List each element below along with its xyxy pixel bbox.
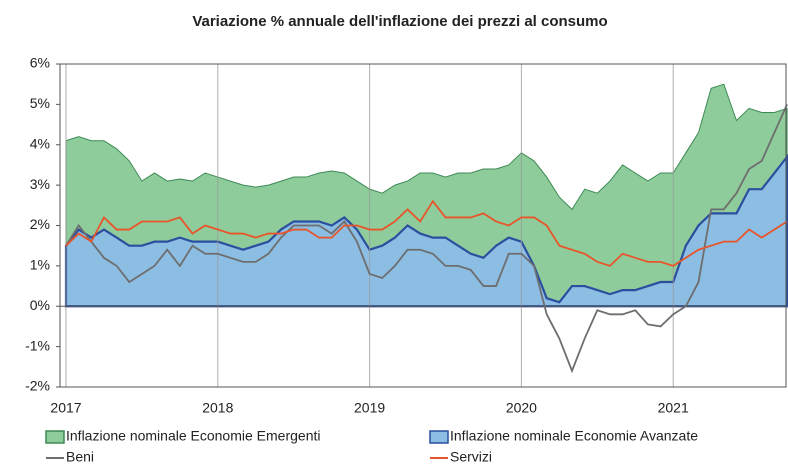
y-tick-label: 2% bbox=[30, 216, 50, 232]
line bbox=[65, 199, 788, 267]
legend-label: Servizi bbox=[450, 449, 492, 465]
y-tick-label: 6% bbox=[30, 55, 50, 71]
area bbox=[64, 153, 788, 308]
x-tick-label: 2017 bbox=[50, 400, 81, 416]
y-tick-label: -2% bbox=[25, 378, 50, 394]
y-tick-label: 5% bbox=[30, 95, 50, 111]
y-tick-label: 0% bbox=[30, 297, 50, 313]
y-tick-label: 4% bbox=[30, 135, 50, 151]
y-tick-label: -1% bbox=[25, 337, 50, 353]
x-tick-label: 2020 bbox=[506, 400, 537, 416]
legend-swatch bbox=[45, 430, 65, 444]
x-tick-label: 2019 bbox=[354, 400, 385, 416]
legend-label: Inflazione nominale Economie Avanzate bbox=[450, 428, 698, 444]
legend-swatch bbox=[429, 430, 449, 444]
x-tick-label: 2021 bbox=[658, 400, 689, 416]
legend-label: Beni bbox=[66, 449, 94, 465]
line bbox=[65, 104, 788, 374]
x-tick-label: 2018 bbox=[202, 400, 233, 416]
chart-title: Variazione % annuale dell'inflazione dei… bbox=[192, 13, 607, 30]
y-tick-label: 1% bbox=[30, 257, 50, 273]
y-tick-label: 3% bbox=[30, 176, 50, 192]
legend-label: Inflazione nominale Economie Emergenti bbox=[66, 428, 320, 444]
